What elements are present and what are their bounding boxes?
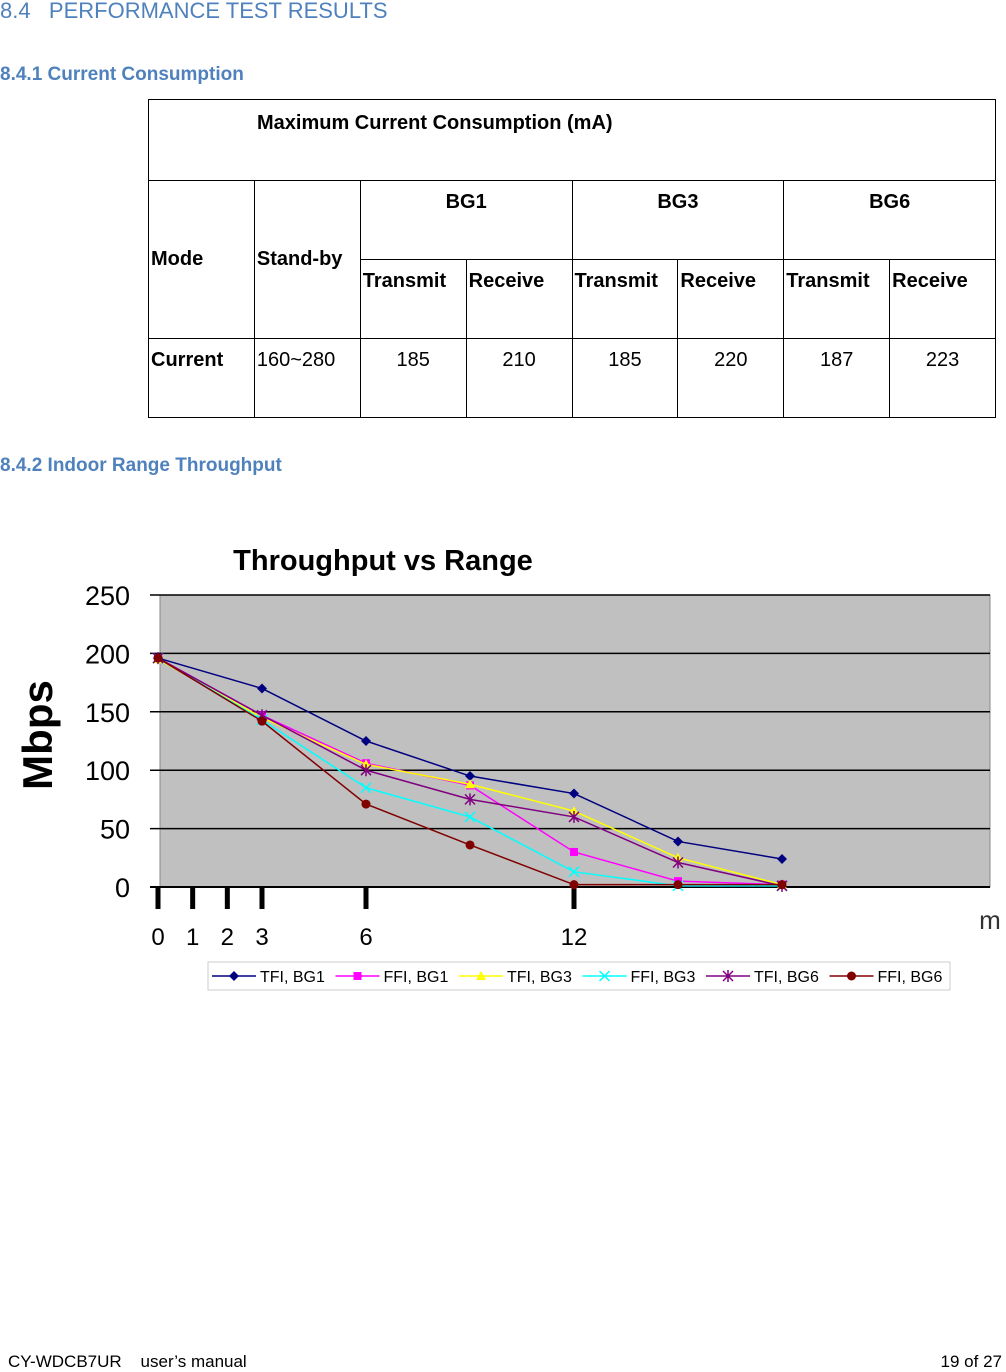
- subheader-cell: Receive: [889, 259, 996, 339]
- cell: 220: [677, 338, 785, 418]
- y-tick-label: 250: [85, 581, 130, 611]
- chart: Throughput vs Range Mbps m 0 50 100 150 200 2…: [14, 545, 1001, 991]
- chart-title: Throughput vs Range: [233, 545, 533, 577]
- subheader-cell: Transmit: [571, 259, 679, 339]
- footer-right: 19 of 27: [940, 1352, 1002, 1371]
- marker: [673, 836, 683, 847]
- marker: [360, 782, 372, 794]
- marker: [465, 779, 475, 789]
- cell: 185: [571, 338, 679, 418]
- marker: [673, 880, 683, 890]
- y-tick-label: 100: [85, 756, 130, 786]
- group-cell: BG1: [359, 180, 573, 260]
- header-cell: Mode: [148, 180, 255, 339]
- marker: [465, 771, 475, 782]
- heading: 8.4 PERFORMANCE TEST RESULTS: [0, 0, 388, 23]
- legend-label: TFI, BG6: [754, 969, 819, 986]
- marker: [153, 653, 163, 663]
- subheader-cell: Transmit: [359, 259, 467, 339]
- x-tick-label: 0: [151, 924, 164, 951]
- y-tick-label: 200: [85, 639, 130, 669]
- group-cell: BG6: [783, 180, 996, 260]
- current-table: Maximum Current Consumption (mA) Mode St…: [148, 99, 996, 418]
- subheader-cell: Receive: [677, 259, 785, 339]
- section-title: 8.4.1 Current Consumption: [0, 64, 244, 85]
- marker: [569, 788, 579, 799]
- legend-box: [207, 961, 951, 991]
- marker: [568, 866, 580, 878]
- legend-label: FFI, BG3: [631, 969, 696, 986]
- marker: [361, 736, 371, 746]
- marker: [353, 972, 362, 980]
- x-tick-label: 6: [359, 924, 372, 951]
- x-tick-label: 12: [561, 924, 588, 951]
- marker: [568, 810, 580, 823]
- x-tick-label: 3: [255, 924, 268, 951]
- marker: [569, 880, 579, 890]
- row-label: Current: [148, 338, 255, 418]
- marker: [847, 971, 856, 981]
- legend-label: FFI, BG6: [878, 969, 943, 986]
- legend-label: FFI, BG1: [384, 969, 449, 986]
- marker: [361, 759, 371, 769]
- group-cell: BG3: [571, 180, 785, 260]
- cell: 187: [783, 338, 891, 418]
- marker: [777, 853, 787, 864]
- header-cell: Stand-by: [253, 180, 361, 339]
- table-caption: Maximum Current Consumption (mA): [148, 99, 996, 181]
- marker: [361, 799, 371, 809]
- cell: 185: [359, 338, 467, 418]
- y-axis-label: Mbps: [14, 680, 61, 790]
- marker: [777, 880, 787, 890]
- marker: [257, 683, 267, 694]
- marker: [598, 970, 611, 982]
- cell: 210: [465, 338, 573, 418]
- marker: [464, 793, 476, 806]
- legend-label: TFI, BG3: [507, 969, 572, 986]
- marker: [476, 971, 486, 980]
- subheader-cell: Transmit: [783, 259, 891, 339]
- x-tick-label: 1: [186, 924, 199, 951]
- legend: TFI, BG1 FFI, BG1 TFI, BG3 FFI, BG3 TFI, BG6…: [207, 961, 951, 991]
- x-axis-label: m: [979, 905, 1001, 935]
- marker: [465, 840, 475, 850]
- cell: 223: [889, 338, 996, 418]
- y-tick-label: 0: [115, 873, 130, 903]
- cell: 160~280: [253, 338, 361, 418]
- marker: [722, 970, 734, 982]
- subheader-cell: Receive: [465, 259, 573, 339]
- y-tick-label: 50: [100, 815, 130, 845]
- legend-label: TFI, BG1: [260, 969, 325, 986]
- marker: [672, 856, 684, 869]
- marker: [464, 811, 476, 823]
- marker: [570, 847, 578, 856]
- y-tick-label: 150: [85, 698, 130, 728]
- plot-area: [159, 594, 991, 888]
- marker: [360, 764, 372, 777]
- section-title: 8.4.2 Indoor Range Throughput: [0, 455, 282, 476]
- marker: [229, 971, 239, 981]
- footer-left: CY-WDCB7UR user’s manual: [8, 1352, 247, 1371]
- marker: [569, 806, 579, 816]
- x-tick-label: 2: [221, 924, 234, 951]
- marker: [257, 716, 267, 726]
